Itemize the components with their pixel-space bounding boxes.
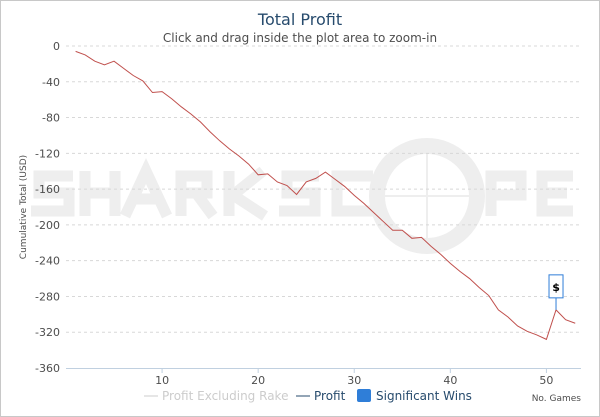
chart-subtitle: Click and drag inside the plot area to z… (163, 31, 437, 45)
chart-title: Total Profit (257, 10, 342, 29)
watermark-letter-h (79, 171, 121, 216)
watermark-letter-r (175, 170, 218, 220)
x-tick-label: 20 (251, 374, 265, 387)
x-tick-label: 10 (155, 374, 169, 387)
significant-win-flag[interactable] (548, 274, 564, 299)
legend-label: Profit (314, 389, 346, 403)
x-axis-label: No. Games (532, 394, 582, 404)
profit-series-line (75, 50, 576, 341)
sharkscope-watermark (31, 138, 573, 254)
watermark-letter-k (223, 166, 269, 221)
watermark-letter-e (536, 170, 573, 217)
legend-item-significant-wins[interactable]: Significant Wins (357, 389, 472, 403)
watermark-letter-s2 (279, 170, 321, 217)
legend-square-icon (357, 389, 371, 402)
x-tick-label: 30 (347, 374, 361, 387)
y-tick-label: -80 (42, 112, 60, 125)
y-tick-label: 0 (53, 40, 60, 53)
x-tick-label: 40 (443, 374, 457, 387)
y-tick-label: -280 (35, 290, 60, 303)
y-tick-label: -120 (35, 147, 60, 160)
watermark-scope-circle (369, 138, 485, 254)
x-tick-label: 50 (539, 374, 553, 387)
y-tick-label: -200 (35, 219, 60, 232)
y-tick-label: -360 (35, 362, 60, 375)
y-tick-label: -40 (42, 76, 60, 89)
significant-win-label: $ (552, 281, 560, 294)
y-tick-label: -320 (35, 326, 60, 339)
legend-label: Profit Excluding Rake (162, 389, 288, 403)
watermark-letter-a (120, 157, 172, 219)
y-tick-label: -160 (35, 183, 60, 196)
y-tick-label: -240 (35, 255, 60, 268)
watermark-letter-c (331, 170, 373, 217)
watermark-letter-s (31, 170, 75, 217)
legend-item-profit[interactable]: Profit (296, 389, 346, 403)
legend-item-profit-excluding-rake[interactable]: Profit Excluding Rake (144, 389, 288, 403)
legend: Profit Excluding Rake Profit Significant… (144, 389, 472, 403)
watermark-letter-p (485, 170, 527, 216)
y-axis-label: Cumulative Total (USD) (19, 155, 29, 259)
legend-label: Significant Wins (376, 389, 472, 403)
